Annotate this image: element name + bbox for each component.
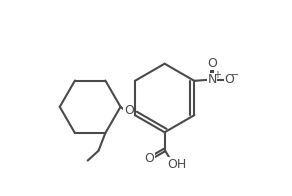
Text: O: O [145,152,154,165]
Text: O: O [225,73,234,86]
Text: −: − [231,70,239,80]
Text: N: N [207,73,217,86]
Text: OH: OH [168,158,187,171]
Text: +: + [213,70,221,80]
Text: O: O [207,57,217,70]
Text: O: O [124,104,134,117]
